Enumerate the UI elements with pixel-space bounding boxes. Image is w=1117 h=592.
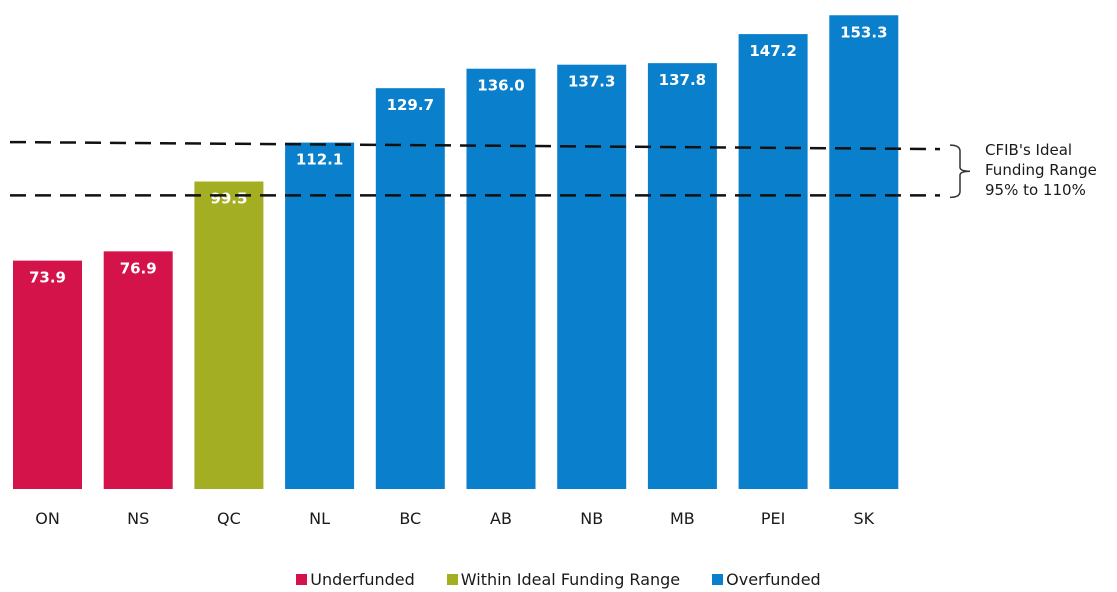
- legend-label-overfunded: Overfunded: [726, 570, 821, 589]
- legend-swatch-within-range: [446, 574, 458, 585]
- x-tick-label-mb: MB: [670, 509, 695, 528]
- bar-value-label-qc: 99.5: [210, 190, 247, 208]
- bar-bc: [375, 88, 445, 490]
- bar-value-label-sk: 153.3: [840, 23, 887, 41]
- legend-swatch-underfunded: [296, 574, 308, 585]
- legend-item-overfunded: Overfunded: [712, 570, 821, 589]
- bar-ns: [103, 251, 173, 489]
- bar-value-label-bc: 129.7: [387, 96, 434, 114]
- bars-group: 73.9 76.9 99.5 112.1 129.7 136.0 137.3 137.8 147…: [13, 15, 899, 490]
- bar-value-label-ns: 76.9: [120, 259, 157, 277]
- bar-value-label-mb: 137.8: [659, 71, 706, 89]
- legend-label-within-range: Within Ideal Funding Range: [460, 570, 681, 589]
- ideal-range-band: [9, 140, 971, 199]
- x-tick-label-ab: AB: [490, 509, 512, 528]
- legend-label-underfunded: Underfunded: [310, 570, 415, 589]
- bar-nl: [285, 142, 355, 490]
- legend-swatch-overfunded: [712, 574, 724, 585]
- bar-value-label-ab: 136.0: [477, 77, 524, 95]
- ideal-range-annotation: CFIB's Ideal Funding Range 95% to 110%: [985, 140, 1097, 200]
- bar-mb: [647, 63, 717, 489]
- bar-ab: [466, 68, 536, 489]
- bar-value-label-pei: 147.2: [749, 42, 796, 60]
- legend-item-within-range: Within Ideal Funding Range: [446, 570, 681, 589]
- ideal-range-label-line-2: Funding Range: [985, 161, 1097, 179]
- x-tick-label-bc: BC: [399, 509, 421, 528]
- bar-qc: [194, 181, 264, 489]
- x-tick-label-pei: PEI: [761, 509, 785, 528]
- bar-nb: [557, 64, 627, 490]
- legend: Underfunded Within Ideal Funding Range O…: [0, 570, 1117, 589]
- ideal-range-label-line-1: CFIB's Ideal: [985, 141, 1073, 159]
- x-tick-label-nl: NL: [309, 509, 330, 528]
- bar-on: [13, 260, 82, 489]
- bar-sk: [829, 15, 899, 490]
- bar-value-label-on: 73.9: [29, 269, 66, 287]
- bar-value-label-nl: 112.1: [296, 151, 343, 169]
- legend-item-underfunded: Underfunded: [296, 570, 415, 589]
- ideal-range-upper-line: [9, 140, 941, 151]
- x-tick-label-sk: SK: [853, 509, 874, 528]
- x-tick-label-on: ON: [35, 509, 60, 528]
- ideal-range-brace: [949, 144, 971, 199]
- x-tick-label-qc: QC: [217, 509, 241, 528]
- x-axis-tick-labels: ON NS QC NL BC AB NB MB PEI SK: [35, 509, 874, 528]
- x-tick-label-ns: NS: [127, 509, 149, 528]
- x-tick-label-nb: NB: [580, 509, 603, 528]
- bar-value-label-nb: 137.3: [568, 73, 615, 91]
- ideal-range-label-line-3: 95% to 110%: [985, 181, 1086, 199]
- bar-pei: [738, 34, 808, 489]
